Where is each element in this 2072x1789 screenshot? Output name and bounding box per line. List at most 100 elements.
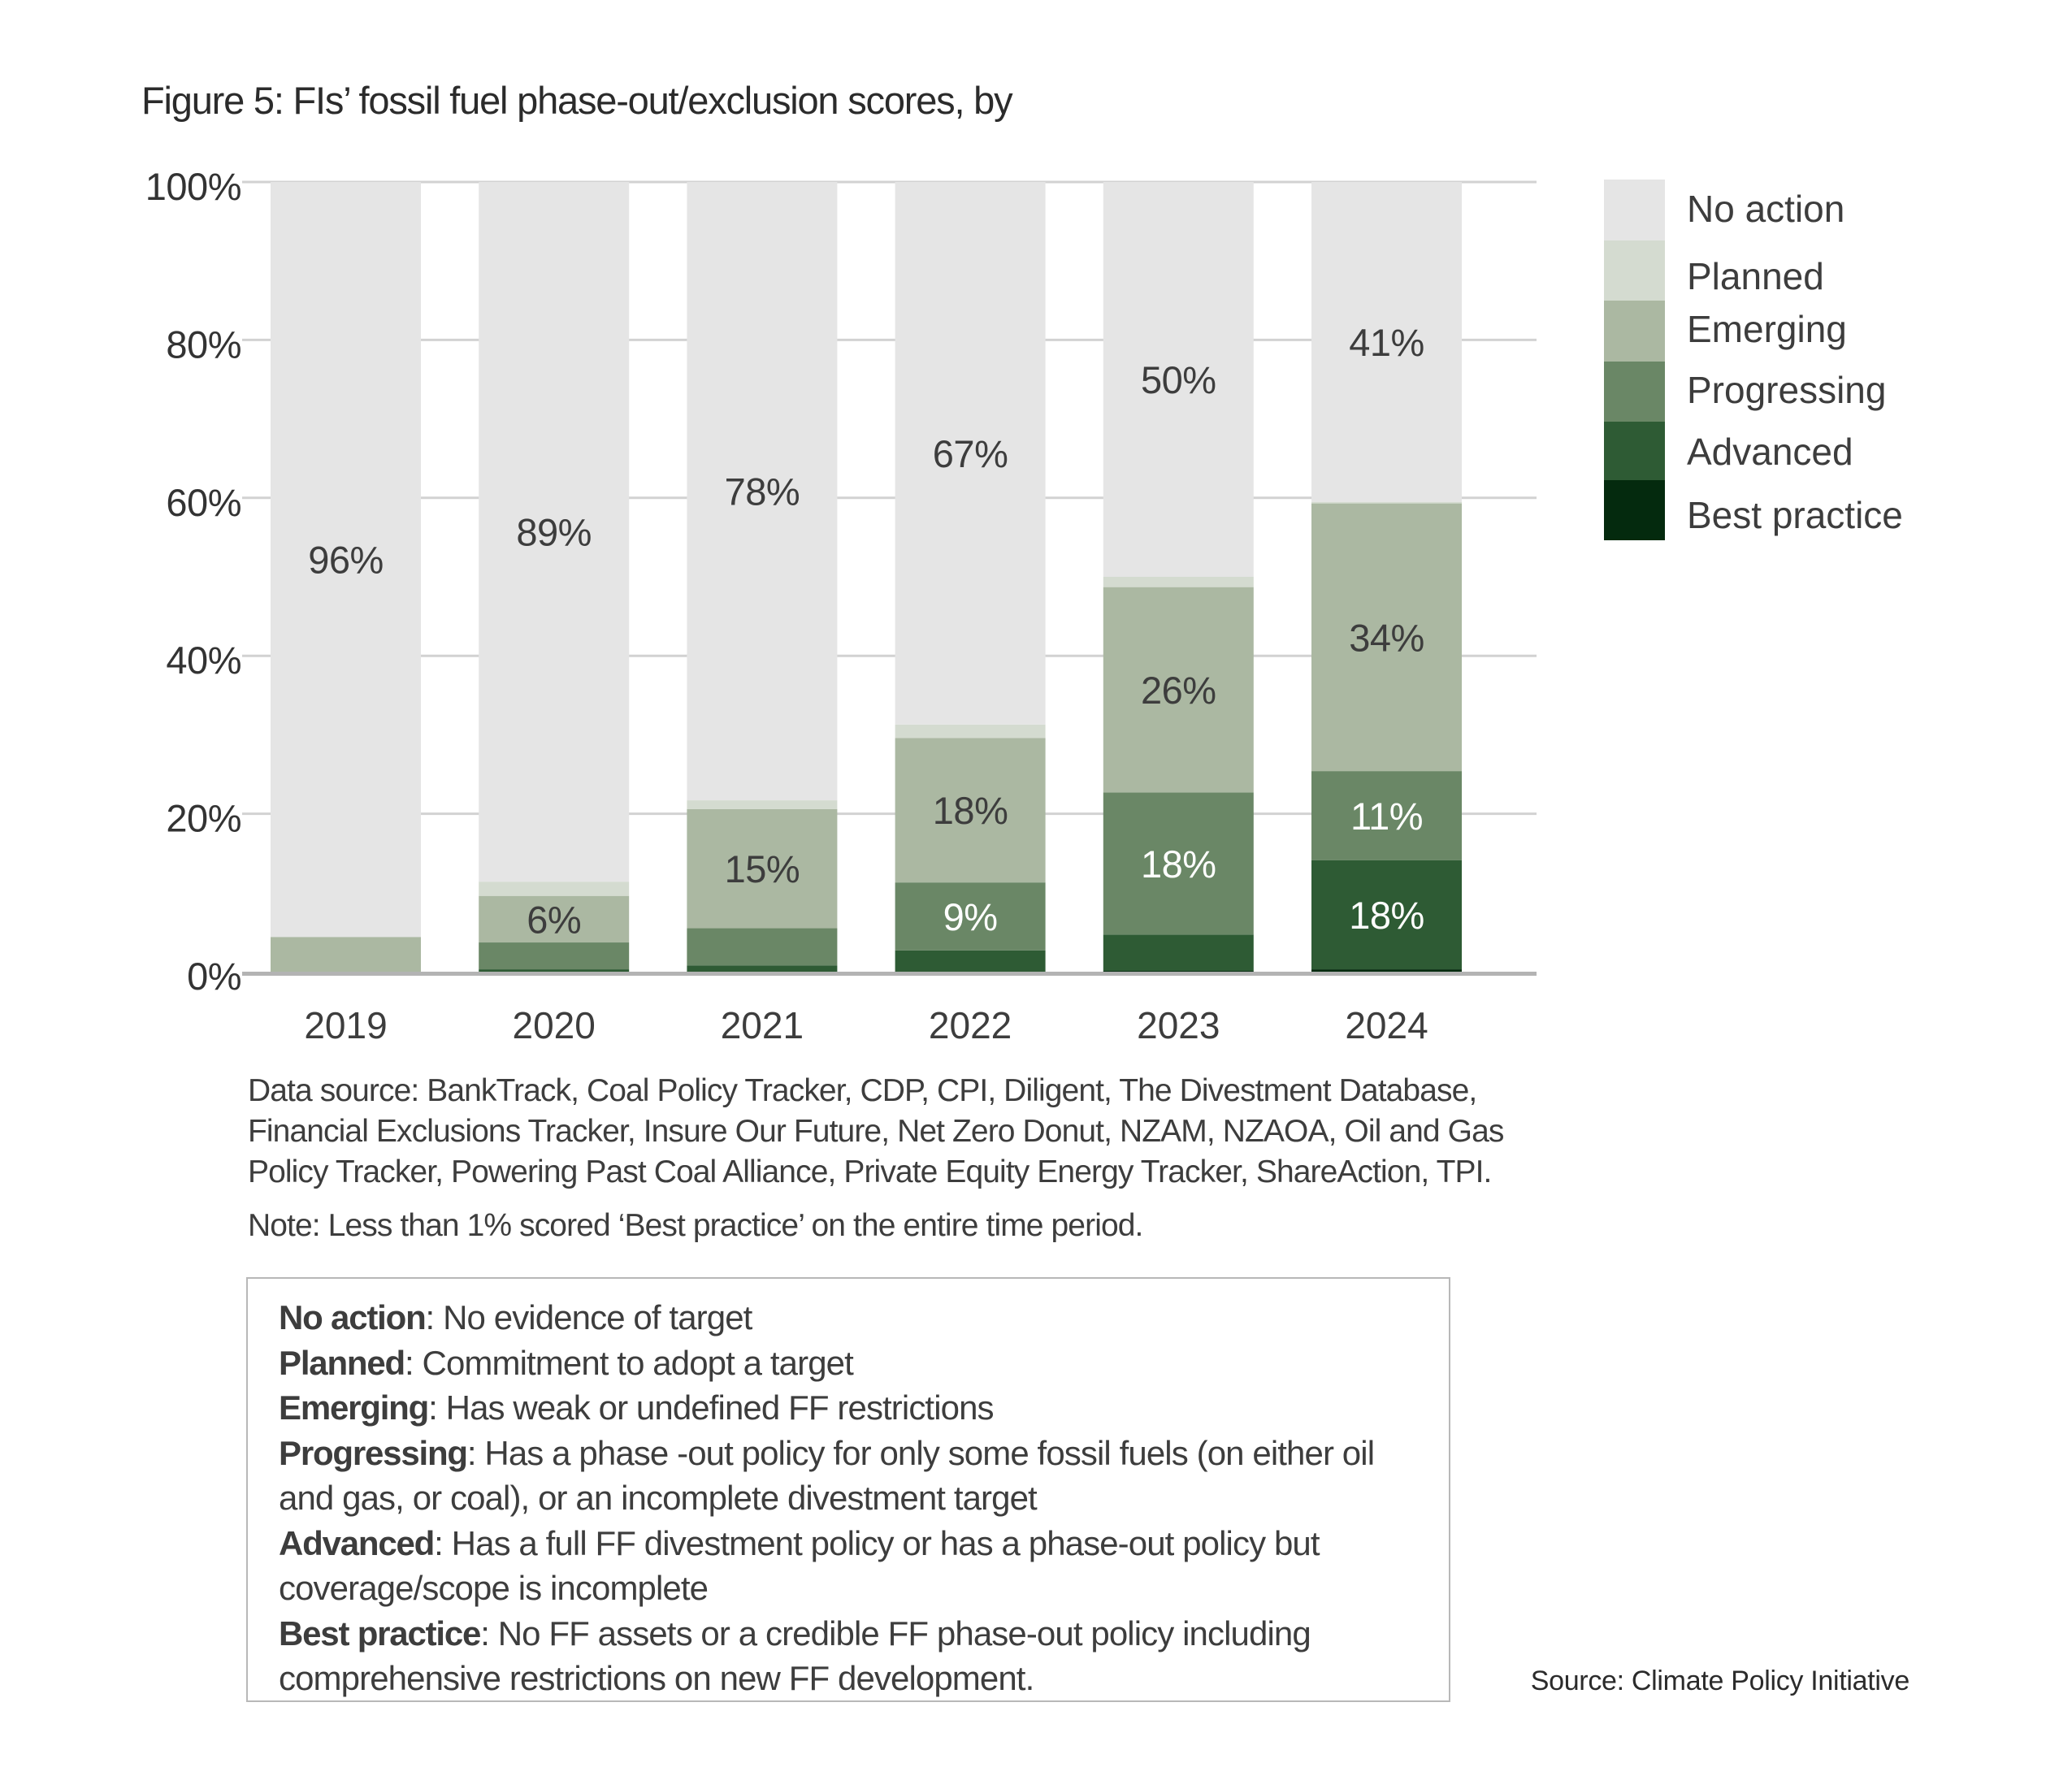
- x-tick-label: 2023: [1137, 1004, 1220, 1046]
- x-tick-label: 2021: [721, 1004, 804, 1046]
- legend-item-best-practice: Best practice: [1604, 480, 1903, 540]
- legend-item-emerging: Emerging: [1604, 301, 1847, 362]
- bar-segment-planned: [895, 724, 1046, 739]
- source-credit: Source: Climate Policy Initiative: [1530, 1666, 1910, 1696]
- data-label: 11%: [1350, 795, 1423, 838]
- bar-segment-no-action: [271, 182, 421, 938]
- bar-segment-emerging: [1311, 503, 1462, 772]
- data-source-text: Data source: BankTrack, Coal Policy Trac…: [248, 1073, 1504, 1189]
- chart-title: Figure 5: FIs’ fossil fuel phase-out/exc…: [141, 79, 1013, 122]
- y-tick-label: 40%: [166, 639, 241, 682]
- bar-segment-advanced: [895, 950, 1046, 972]
- stacked-bar-chart: 0% 20% 40% 60% 80% 100% 2019 2020 2021 2022 2023 2…: [145, 165, 1903, 1046]
- data-label: 34%: [1349, 616, 1424, 659]
- definition-term: Progressing: [279, 1433, 468, 1472]
- bar-2024: [1311, 182, 1462, 972]
- bar-2022: [895, 182, 1046, 972]
- bar-segment-emerging: [1103, 587, 1254, 793]
- bar-segment-no-action: [1311, 182, 1462, 502]
- bar-segment-best-practice: [1103, 971, 1254, 972]
- legend-swatch: [1604, 301, 1665, 362]
- legend-swatch: [1604, 422, 1665, 480]
- data-label: 26%: [1141, 669, 1216, 712]
- bar-segment-progressing: [1103, 792, 1254, 935]
- bar-segment-planned: [1103, 577, 1254, 587]
- data-label: 41%: [1349, 321, 1424, 364]
- bar-segment-advanced: [1103, 934, 1254, 972]
- bar-2019: [271, 182, 421, 972]
- legend: No action Planned Emerging Progressing Advan…: [1604, 180, 1903, 540]
- bar-segment-best-practice: [1311, 969, 1462, 972]
- y-tick-label: 20%: [166, 797, 241, 840]
- definition-advanced: Advanced: Has a full FF divestment polic…: [279, 1521, 1433, 1611]
- legend-item-planned: Planned: [1604, 240, 1824, 301]
- note-text: Note: Less than 1% scored ‘Best practice…: [248, 1208, 1143, 1243]
- definition-no-action: No action: No evidence of target: [279, 1295, 1433, 1341]
- definitions-box: No action: No evidence of target Planned…: [246, 1277, 1450, 1702]
- bar-segment-no-action: [479, 182, 630, 882]
- definition-term: Best practice: [279, 1614, 481, 1653]
- bar-2020: [479, 182, 630, 972]
- bar-segment-no-action: [895, 182, 1046, 725]
- bar-segment-advanced: [1311, 860, 1462, 970]
- definition-term: No action: [279, 1298, 427, 1336]
- bar-segment-progressing: [687, 928, 838, 966]
- definition-text: : Has a phase -out policy for only some …: [279, 1433, 1375, 1518]
- legend-item-no-action: No action: [1604, 180, 1844, 240]
- bar-segment-advanced: [479, 969, 630, 972]
- definition-text: : No FF assets or a credible FF phase-ou…: [279, 1614, 1311, 1698]
- bar-segment-emerging: [895, 738, 1046, 883]
- y-tick-label: 80%: [166, 323, 241, 366]
- legend-swatch: [1604, 240, 1665, 301]
- data-label: 50%: [1141, 358, 1216, 401]
- definition-planned: Planned: Commitment to adopt a target: [279, 1341, 1433, 1386]
- legend-label: No action: [1687, 188, 1844, 230]
- definition-progressing: Progressing: Has a phase -out policy for…: [279, 1431, 1433, 1521]
- x-tick-label: 2020: [513, 1004, 596, 1046]
- data-labels: 96% 6% 89% 15% 78% 9% 18% 67% 18% 26% 50% 18% 11% 34%…: [308, 321, 1424, 942]
- legend-label: Advanced: [1687, 431, 1853, 473]
- y-axis-ticks: 0% 20% 40% 60% 80% 100%: [145, 165, 242, 998]
- bar-segment-emerging: [479, 895, 630, 943]
- data-label: 15%: [725, 847, 800, 890]
- bar-segment-planned: [687, 800, 838, 809]
- definition-text: : Has a full FF divestment policy or has…: [279, 1523, 1320, 1608]
- legend-swatch: [1604, 180, 1665, 240]
- bar-segment-advanced: [687, 965, 838, 972]
- bar-segment-planned: [479, 882, 630, 896]
- data-label: 67%: [933, 432, 1008, 475]
- data-label: 18%: [1141, 843, 1216, 886]
- bar-2023: [1103, 182, 1254, 972]
- legend-label: Best practice: [1687, 494, 1903, 536]
- data-label: 18%: [933, 789, 1008, 832]
- bar-segment-emerging: [271, 937, 421, 972]
- definition-text: : Has weak or undefined FF restrictions: [428, 1388, 994, 1427]
- y-tick-label: 0%: [187, 955, 241, 998]
- bar-segment-emerging: [687, 808, 838, 929]
- legend-swatch: [1604, 480, 1665, 540]
- x-axis-ticks: 2019 2020 2021 2022 2023 2024: [304, 1004, 1428, 1046]
- bar-2021: [687, 182, 838, 972]
- legend-item-progressing: Progressing: [1604, 362, 1886, 422]
- y-tick-label: 60%: [166, 481, 241, 524]
- bar-segment-progressing: [1311, 771, 1462, 860]
- data-label: 9%: [943, 895, 998, 938]
- bar-segment-planned: [1311, 501, 1462, 504]
- definition-term: Advanced: [279, 1523, 435, 1562]
- legend-item-advanced: Advanced: [1604, 422, 1853, 480]
- definition-text: : No evidence of target: [425, 1298, 753, 1336]
- data-label: 78%: [725, 470, 800, 513]
- y-tick-label: 100%: [145, 165, 241, 208]
- x-tick-label: 2019: [304, 1004, 387, 1046]
- bar-segment-progressing: [479, 942, 630, 970]
- legend-label: Planned: [1687, 255, 1824, 297]
- bar-segment-progressing: [895, 882, 1046, 951]
- definition-term: Emerging: [279, 1388, 429, 1427]
- data-label: 96%: [308, 539, 384, 582]
- data-label: 6%: [527, 898, 581, 941]
- bar-segment-no-action: [687, 182, 838, 801]
- legend-label: Progressing: [1687, 369, 1886, 411]
- data-label: 18%: [1349, 894, 1424, 937]
- x-tick-label: 2022: [929, 1004, 1012, 1046]
- legend-label: Emerging: [1687, 308, 1847, 350]
